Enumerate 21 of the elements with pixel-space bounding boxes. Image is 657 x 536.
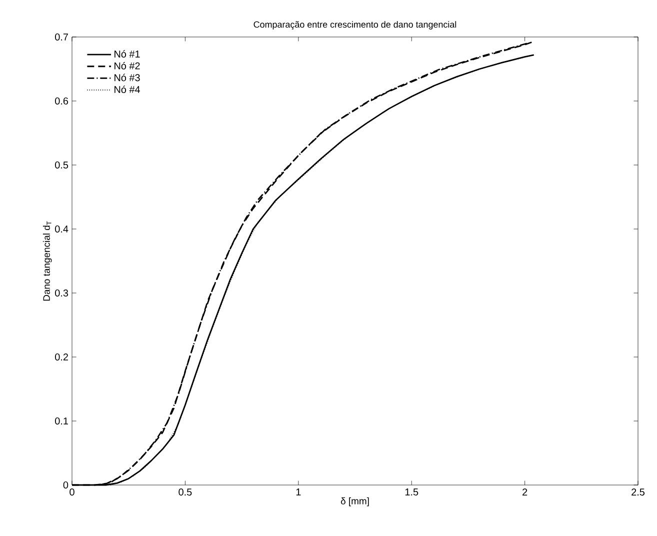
legend-label: Nó #3 bbox=[114, 74, 140, 82]
legend-label: Nó #1 bbox=[114, 50, 140, 58]
y-tick-label: 0.7 bbox=[55, 33, 68, 41]
x-axis-title: δ [mm] bbox=[340, 497, 369, 506]
x-tick-label: 2 bbox=[522, 488, 528, 496]
x-tick-label: 1 bbox=[296, 488, 301, 496]
y-tick-label: 0.5 bbox=[55, 161, 68, 169]
legend-label: Nó #2 bbox=[114, 62, 140, 70]
x-tick-label: 1.5 bbox=[405, 488, 418, 496]
y-tick-label: 0.2 bbox=[55, 353, 68, 361]
x-tick-label: 0 bbox=[70, 488, 74, 496]
y-tick-label: 0.4 bbox=[55, 225, 68, 233]
legend-label: Nó #4 bbox=[114, 86, 140, 94]
y-tick-label: 0 bbox=[63, 481, 68, 489]
chart-title: Comparação entre crescimento de dano tangencial bbox=[254, 21, 456, 30]
x-tick-label: 0.5 bbox=[178, 488, 192, 496]
y-tick-label: 0.3 bbox=[55, 289, 68, 297]
y-tick-label: 0.6 bbox=[55, 97, 68, 105]
x-tick-label: 2.5 bbox=[632, 488, 645, 496]
y-axis-title: Dano tangencial d$_{T}$ bbox=[42, 221, 52, 301]
y-tick-label: 0.1 bbox=[55, 417, 68, 425]
